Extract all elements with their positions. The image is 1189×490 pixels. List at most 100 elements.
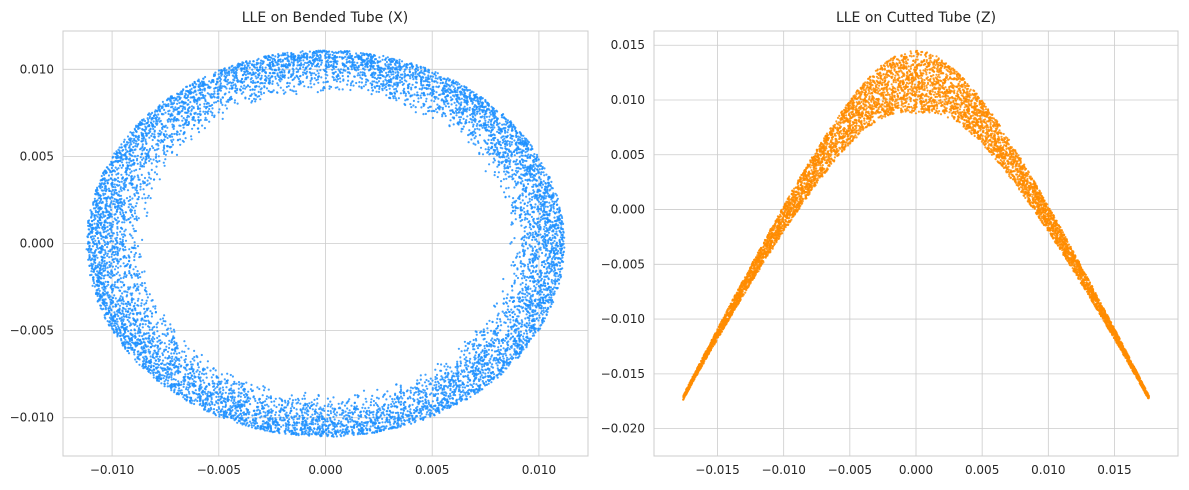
scatter-point bbox=[191, 127, 194, 130]
scatter-point bbox=[98, 226, 101, 229]
scatter-point bbox=[457, 347, 460, 350]
scatter-point bbox=[412, 99, 415, 102]
scatter-point bbox=[147, 194, 150, 197]
scatter-point bbox=[164, 111, 167, 114]
scatter-point bbox=[210, 376, 213, 379]
scatter-point bbox=[514, 218, 517, 221]
scatter-point bbox=[200, 353, 203, 357]
scatter-point bbox=[420, 96, 423, 99]
scatter-point bbox=[543, 167, 546, 170]
scatter-point bbox=[172, 352, 176, 355]
scatter-point bbox=[541, 291, 544, 294]
scatter-point bbox=[138, 363, 141, 366]
scatter-point bbox=[494, 339, 497, 342]
scatter-point bbox=[140, 304, 143, 307]
scatter-point bbox=[401, 397, 404, 400]
scatter-point bbox=[364, 397, 367, 400]
scatter-point bbox=[93, 282, 96, 285]
scatter-point bbox=[158, 104, 161, 107]
scatter-point bbox=[514, 160, 518, 163]
scatter-point bbox=[555, 256, 558, 259]
scatter-point bbox=[282, 89, 285, 92]
scatter-point bbox=[555, 230, 558, 233]
scatter-point bbox=[483, 352, 486, 355]
scatter-point bbox=[130, 341, 134, 344]
scatter-point bbox=[113, 311, 116, 314]
scatter-point bbox=[138, 253, 141, 256]
scatter-point bbox=[125, 305, 128, 308]
scatter-point bbox=[245, 85, 248, 89]
scatter-point bbox=[227, 70, 231, 73]
scatter-point bbox=[137, 350, 140, 353]
scatter-point bbox=[513, 313, 517, 316]
scatter-point bbox=[183, 350, 186, 353]
scatter-point bbox=[518, 160, 522, 163]
scatter-point bbox=[357, 417, 360, 420]
scatter-point bbox=[163, 314, 166, 317]
scatter-point bbox=[543, 265, 546, 269]
scatter-point bbox=[511, 173, 514, 176]
scatter-point bbox=[333, 58, 336, 61]
scatter-point bbox=[416, 405, 419, 408]
scatter-point bbox=[199, 110, 202, 113]
scatter-point bbox=[104, 172, 107, 175]
scatter-point bbox=[167, 327, 170, 330]
scatter-point bbox=[199, 395, 202, 398]
scatter-point bbox=[288, 397, 291, 400]
scatter-point bbox=[90, 273, 93, 276]
scatter-point bbox=[469, 395, 472, 398]
scatter-point bbox=[154, 307, 157, 310]
scatter-point bbox=[538, 168, 541, 171]
scatter-point bbox=[460, 130, 463, 133]
scatter-point bbox=[488, 111, 492, 114]
scatter-point bbox=[110, 173, 114, 176]
scatter-point bbox=[239, 395, 242, 398]
scatter-point bbox=[516, 276, 520, 280]
scatter-point bbox=[514, 209, 517, 212]
scatter-point bbox=[223, 400, 226, 403]
scatter-point bbox=[452, 85, 455, 88]
scatter-point bbox=[520, 224, 523, 227]
scatter-point bbox=[132, 134, 135, 137]
scatter-point bbox=[128, 195, 132, 198]
scatter-point bbox=[151, 138, 154, 142]
scatter-point bbox=[388, 410, 391, 413]
scatter-point bbox=[204, 94, 207, 97]
scatter-point bbox=[528, 261, 532, 264]
scatter-point bbox=[534, 222, 537, 225]
scatter-point bbox=[509, 318, 512, 321]
scatter-point bbox=[190, 87, 193, 90]
scatter-point bbox=[106, 266, 109, 269]
scatter-point bbox=[389, 63, 392, 66]
scatter-point bbox=[157, 113, 160, 116]
scatter-point bbox=[166, 382, 169, 385]
scatter-point bbox=[547, 231, 551, 234]
scatter-point bbox=[336, 78, 340, 81]
scatter-point bbox=[487, 146, 490, 149]
scatter-point bbox=[398, 76, 402, 79]
scatter-point bbox=[230, 399, 233, 402]
scatter-point bbox=[525, 313, 528, 316]
scatter-point bbox=[531, 176, 534, 179]
scatter-point bbox=[112, 185, 115, 189]
scatter-point bbox=[380, 70, 384, 73]
scatter-point bbox=[168, 343, 171, 346]
scatter-point bbox=[395, 99, 398, 102]
scatter-point bbox=[512, 353, 516, 356]
scatter-point bbox=[512, 260, 515, 264]
scatter-point bbox=[302, 59, 305, 62]
scatter-point bbox=[224, 104, 227, 107]
scatter-point bbox=[474, 99, 478, 102]
scatter-point bbox=[284, 57, 287, 61]
scatter-point bbox=[331, 53, 334, 57]
scatter-point bbox=[310, 64, 314, 67]
scatter-point bbox=[543, 284, 547, 288]
scatter-point bbox=[393, 92, 396, 95]
scatter-point bbox=[511, 169, 514, 172]
scatter-point bbox=[171, 143, 174, 146]
scatter-point bbox=[312, 423, 315, 426]
scatter-point bbox=[329, 410, 332, 413]
scatter-point bbox=[389, 423, 392, 426]
scatter-point bbox=[150, 134, 153, 137]
scatter-point bbox=[356, 396, 359, 399]
